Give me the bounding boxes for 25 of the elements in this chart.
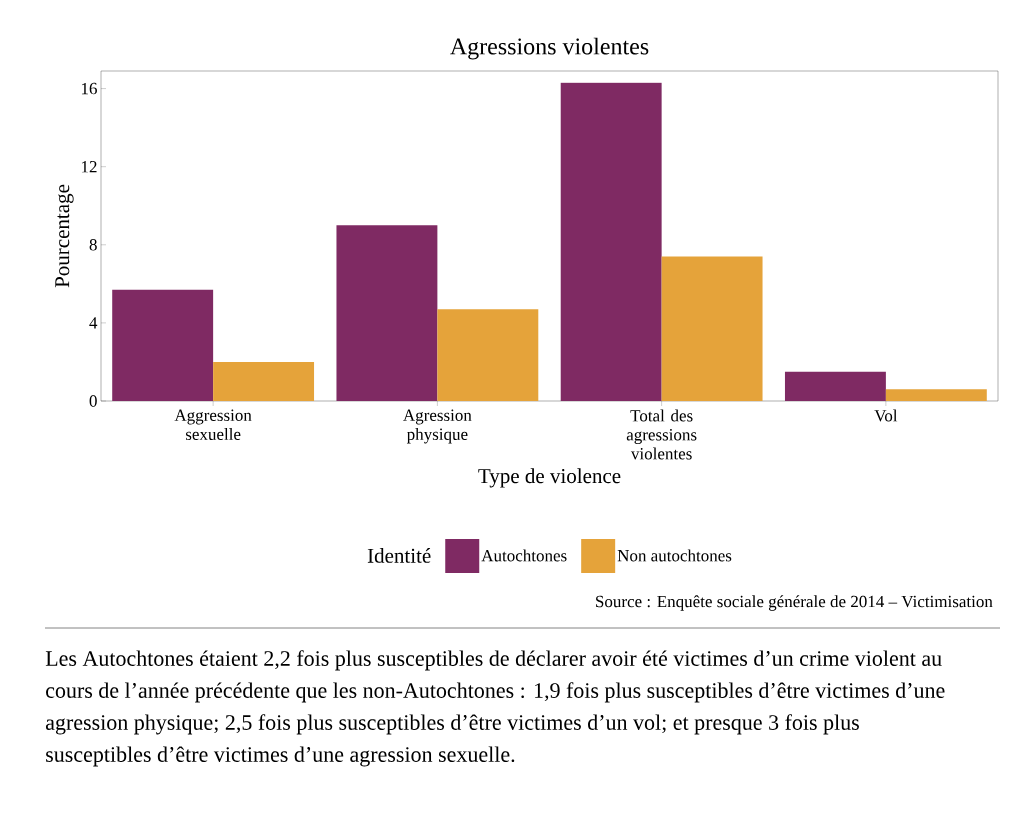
bar (437, 309, 539, 402)
bar (784, 371, 886, 402)
bar (661, 256, 763, 402)
x-tick-label: Aggression sexuelle (174, 409, 252, 440)
bar (213, 361, 315, 402)
bar (336, 225, 438, 402)
y-tick-label: 12 (81, 161, 97, 173)
y-axis-title: Pourcentage (55, 184, 74, 288)
text: Les Autochtones étaient 2,2 fois plus susceptibles de déclarer avoir été victimes d’un crime violent au cours de l’année précédente que les non-Autochtones : 1,9 fois plus susceptibles d’être victimes d’une agression physique; 2,5 fois plus susceptibles d’être victimes d’un vol; et presque 3 fois plus susceptibles d’être victimes d’une agression sexuelle. (45, 650, 945, 767)
y-tick-label: 4 (89, 317, 98, 329)
bar (112, 289, 214, 402)
legend-title: Identité (367, 548, 431, 563)
source-note: Source : Enquête sociale générale de 2014 – Victimisation (596, 595, 993, 611)
bar (885, 389, 987, 402)
x-tick-label: Total des agressions violentes (626, 409, 697, 460)
chart-title: Agressions violentes (450, 37, 649, 60)
x-axis-title: Type de violence (478, 468, 621, 488)
y-tick-label: 16 (81, 82, 97, 95)
legend-label: Autochtones (481, 549, 567, 562)
legend-label: Non autochtones (617, 549, 732, 562)
bar (560, 82, 662, 402)
x-tick-label: Vol (874, 409, 898, 422)
x-tick-label: Agression physique (403, 409, 472, 444)
y-tick-label: 0 (89, 395, 97, 407)
y-tick-label: 8 (89, 239, 97, 251)
